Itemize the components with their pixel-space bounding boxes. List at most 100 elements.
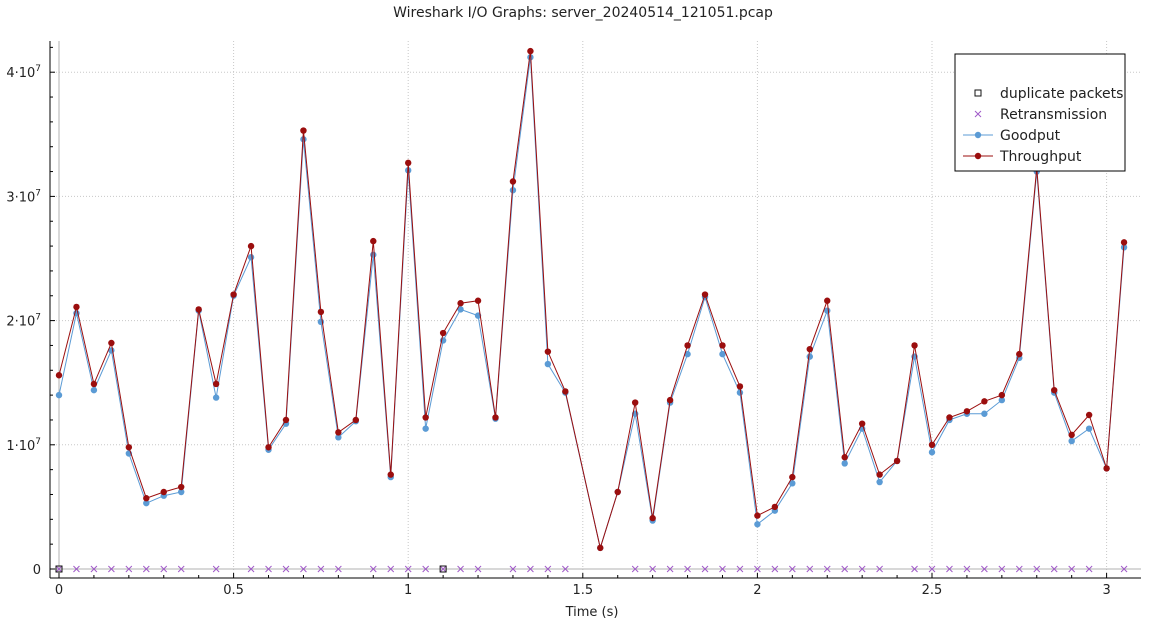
throughput-point [160,488,167,496]
throughput-point [824,297,831,304]
retransmission-marker [561,565,569,573]
retransmission-marker [73,565,80,573]
throughput-point [597,544,604,552]
x-tick-label: 2 [753,583,761,598]
goodput-point [684,350,691,358]
goodput-point [544,360,552,368]
goodput-point [370,251,377,258]
throughput-point [230,291,237,298]
throughput-point [841,454,848,461]
retransmission-marker [247,565,255,573]
goodput-point [736,389,744,396]
series-layer [55,47,1128,573]
throughput-point [789,473,796,481]
goodput-point [335,434,342,441]
legend-swatch [974,89,982,97]
legend-item-retransmission[interactable]: Retransmission [974,107,1107,123]
retransmission-marker [876,565,883,573]
throughput-point [562,388,569,395]
retransmission-marker [125,565,133,573]
retransmission-marker [998,565,1006,573]
retransmission-marker [719,565,726,573]
throughput-point [195,306,202,313]
y-tick-label: 3·107 [6,188,41,205]
x-tick-label: 3 [1102,583,1110,598]
goodput-point [824,307,831,314]
goodput-point [789,480,796,487]
x-tick-label: 1 [404,583,412,598]
legend-item-throughput[interactable]: Throughput [963,149,1082,165]
legend-item-duplicate-packets[interactable]: duplicate packets [974,86,1123,102]
axes: 0 0.5 1 1.5 2 2.5 3 0 1·107 2·107 3·107 4·107 [6,41,1141,598]
throughput-point [911,342,918,349]
duplicate-packets-marker [55,565,63,573]
retransmission-marker [1120,565,1128,573]
goodput-point [422,425,429,432]
throughput-point [73,303,80,311]
retransmission-marker [1050,565,1058,573]
retransmission-marker [265,565,272,573]
retransmission-marker [55,565,63,573]
legend-swatch [974,152,982,160]
goodput-point [928,449,936,456]
retransmission-marker [736,565,744,573]
throughput-point [387,471,394,478]
retransmission-marker [317,565,325,573]
throughput-point [1120,239,1128,246]
goodput-point [247,254,255,261]
retransmission-marker [1033,565,1041,573]
throughput-point [893,457,901,465]
throughput-point [1103,465,1110,472]
y-tick-label: 1·107 [6,437,41,454]
goodput-point [178,488,185,496]
retransmission-marker [509,565,517,573]
legend-box [954,53,1126,172]
retransmission-marker [806,565,814,573]
retransmission-marker [1085,565,1093,573]
retransmission-marker [946,565,953,573]
throughput-point [736,383,744,390]
x-tick-label: 1.5 [572,583,593,598]
retransmission-marker [771,565,779,573]
legend-item-goodput[interactable]: Goodput [963,128,1061,144]
throughput-point [509,178,517,185]
retransmission-marker [788,565,796,573]
throughput-point [684,342,691,349]
goodput-point [1068,437,1075,445]
y-tick-label: 2·107 [6,313,41,330]
throughput-point [806,345,813,353]
retransmission-marker [282,565,290,573]
throughput-point [858,420,866,427]
x-tick-label: 0 [55,583,63,598]
throughput-point [300,127,307,134]
retransmission-marker [387,565,395,573]
retransmission-marker [1068,565,1076,573]
y-tick-label: 0 [33,563,41,578]
legend[interactable]: duplicate packets Retransmission Goodput Th… [954,53,1126,172]
goodput-point [55,391,63,399]
goodput-point [981,410,988,417]
goodput-point [754,521,761,528]
throughput-point [631,399,639,406]
legend-label: Goodput [1000,128,1061,144]
legend-swatch [974,110,982,118]
retransmission-marker [108,565,115,573]
retransmission-marker [160,565,168,573]
throughput-point [492,414,499,421]
retransmission-marker [684,565,691,573]
throughput-point [352,416,360,424]
chart-title: Wireshark I/O Graphs: server_20240514_12… [393,5,773,21]
series-retransmission [55,565,1128,573]
throughput-point [754,512,761,519]
throughput-point [981,398,988,405]
goodput-point [841,460,848,467]
goodput-point [1085,425,1093,432]
goodput-point [90,386,98,394]
retransmission-marker [858,565,866,573]
legend-label: duplicate packets [1000,86,1123,102]
retransmission-marker [474,565,482,573]
retransmission-marker [422,565,430,573]
throughput-point [247,242,255,250]
retransmission-marker [754,565,761,573]
